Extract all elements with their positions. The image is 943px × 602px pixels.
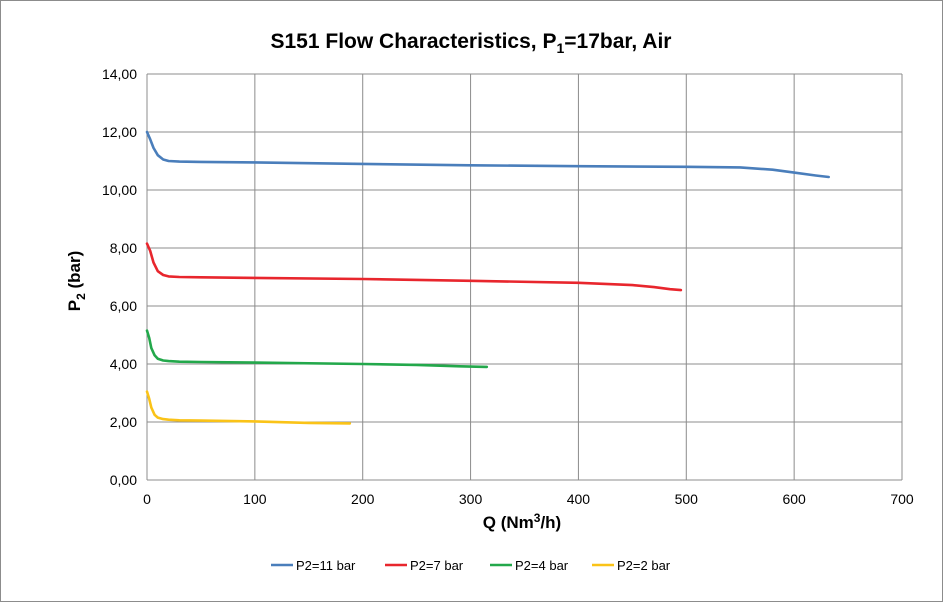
y-tick-label: 4,00 <box>110 356 137 372</box>
series-line-3 <box>145 329 489 369</box>
y-tick-label: 0,00 <box>110 472 137 488</box>
chart-title-subscript: 1 <box>556 40 564 56</box>
series-line-4 <box>145 390 352 425</box>
y-tick-label: 10,00 <box>102 182 137 198</box>
y-tick-label: 14,00 <box>102 66 137 82</box>
chart-title-rest: =17bar, Air <box>564 30 671 53</box>
legend-label: P2=4 bar <box>515 558 569 573</box>
legend-label: P2=2 bar <box>617 558 671 573</box>
x-axis-label-main: Q (Nm <box>483 513 534 532</box>
x-tick-label: 700 <box>890 491 914 507</box>
y-tick-label: 12,00 <box>102 124 137 140</box>
y-axis-label-rest: (bar) <box>65 251 84 294</box>
y-axis-label-main: P <box>65 300 84 311</box>
y-axis-label: P2 (bar) <box>65 251 88 312</box>
x-tick-labels: 0 100 200 300 400 500 600 700 <box>143 491 914 507</box>
x-tick-label: 0 <box>143 491 151 507</box>
legend-label: P2=11 bar <box>296 558 356 573</box>
x-tick-label: 200 <box>351 491 375 507</box>
x-axis-label-superscript: 3 <box>534 511 541 525</box>
y-tick-labels: 0,00 2,00 4,00 6,00 8,00 10,00 12,00 14,00 <box>102 66 137 488</box>
y-axis-label-subscript: 2 <box>74 293 88 300</box>
series-lines <box>145 130 830 425</box>
legend-label: P2=7 bar <box>410 558 464 573</box>
x-tick-label: 300 <box>459 491 483 507</box>
x-axis-label: Q (Nm3/h) <box>483 511 561 532</box>
legend: P2=11 bar P2=7 bar P2=4 bar P2=2 bar <box>271 558 671 573</box>
x-tick-label: 600 <box>782 491 806 507</box>
series-line-1 <box>145 130 830 179</box>
x-tick-label: 400 <box>567 491 591 507</box>
y-tick-label: 2,00 <box>110 414 137 430</box>
x-axis-label-rest: /h) <box>540 513 561 532</box>
y-tick-label: 6,00 <box>110 298 137 314</box>
chart-title: S151 Flow Characteristics, P1=17bar, Air <box>271 30 672 56</box>
y-tick-label: 8,00 <box>110 240 137 256</box>
x-tick-label: 100 <box>243 491 267 507</box>
series-line-2 <box>145 242 683 292</box>
chart-title-main: S151 Flow Characteristics, P <box>271 30 557 53</box>
x-tick-label: 500 <box>675 491 699 507</box>
